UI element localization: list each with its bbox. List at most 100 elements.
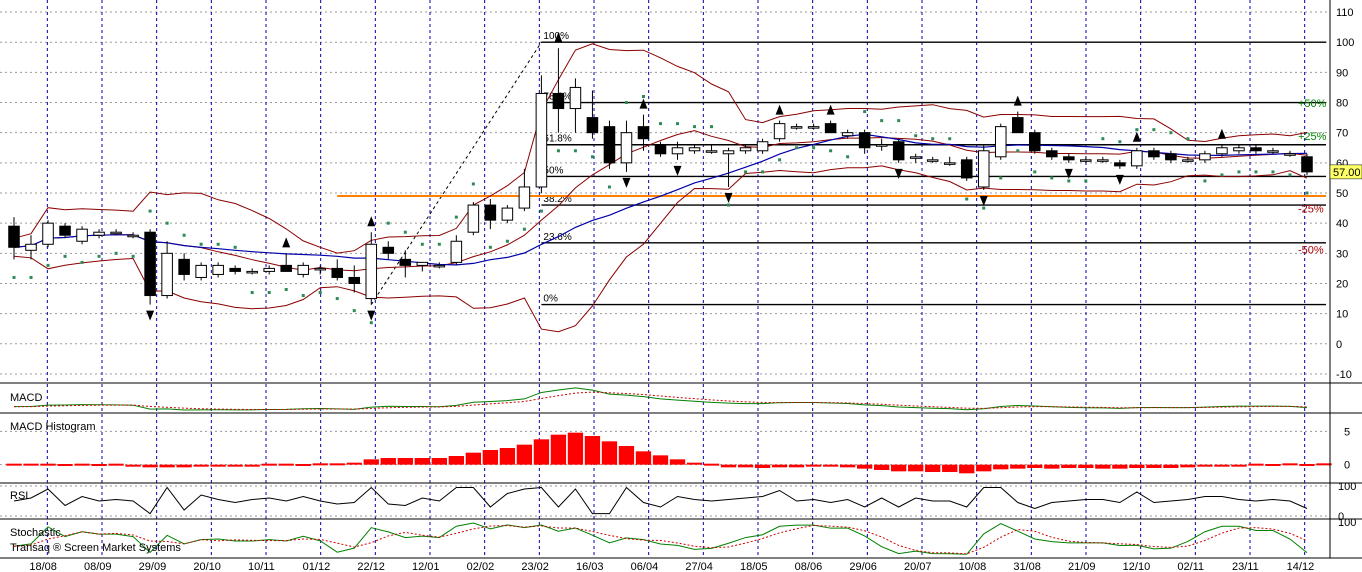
candle-body: [535, 92, 548, 188]
x-tick-label: 12/01: [412, 561, 440, 572]
candle-body: [1011, 117, 1024, 134]
y-tick-label: 100: [1336, 37, 1354, 49]
x-tick-label: 18/05: [740, 561, 768, 572]
histogram-bar: [261, 463, 277, 466]
sar-dot: [761, 170, 765, 174]
macd-panel-title: MACD: [10, 392, 42, 404]
histogram-bar: [278, 463, 294, 466]
x-tick-label: 27/04: [685, 561, 713, 572]
histogram-bar: [312, 463, 328, 466]
candle-body: [1097, 159, 1109, 162]
stochastic-k-line: [13, 522, 1308, 555]
y-tick-label: -10: [1336, 369, 1352, 381]
sar-dot: [1203, 179, 1207, 183]
histogram-bar: [891, 464, 907, 472]
fractal-down-marker: [146, 310, 155, 321]
sar-dot: [880, 119, 884, 123]
x-tick-label: 20/10: [193, 561, 221, 572]
sar-dot: [863, 110, 867, 114]
x-tick-label: 10/11: [248, 561, 275, 572]
candle-body: [637, 126, 650, 140]
histogram-bar: [499, 448, 516, 465]
moving-average-line: [13, 133, 1308, 266]
candle-body: [1063, 156, 1075, 161]
parabolic-sar: [12, 94, 1309, 325]
sar-dot: [522, 227, 526, 231]
lower-panels: [0, 387, 1332, 555]
histogram-bar: [1248, 463, 1264, 466]
fibonacci-level-label: 38.2%: [543, 194, 571, 205]
candle-body: [93, 231, 105, 236]
histogram-tick-label: 5: [1344, 426, 1350, 438]
sar-dot: [897, 119, 901, 123]
histogram-bar: [533, 439, 550, 465]
candle-body: [807, 126, 820, 129]
fractal-up-marker: [826, 104, 835, 115]
rsi-panel-title: RSI: [10, 490, 28, 502]
histogram-bar: [1010, 464, 1026, 469]
histogram-tick-label: 0: [1344, 460, 1350, 472]
sar-dot: [1152, 128, 1156, 132]
histogram-bar: [1180, 464, 1196, 468]
x-tick-label: 02/02: [467, 561, 495, 572]
sar-dot: [1169, 131, 1173, 135]
macd-line: [13, 387, 1308, 411]
fractal-up-marker: [367, 216, 376, 227]
sar-dot: [658, 122, 662, 126]
sar-dot: [1237, 170, 1241, 174]
candle-body: [756, 141, 769, 152]
candle-body: [8, 225, 20, 248]
sar-dot: [914, 134, 918, 138]
histogram-bar: [1163, 464, 1179, 468]
candle-body: [1233, 147, 1245, 152]
fractal-up-marker: [1013, 95, 1022, 106]
sar-dot: [829, 149, 833, 153]
bollinger-upper-band: [13, 43, 1308, 254]
histogram-bar: [720, 464, 737, 468]
sar-dot: [931, 137, 935, 141]
candle-body: [620, 132, 633, 164]
fibonacci-level-label: 0%: [543, 294, 558, 305]
x-tick-label: 02/11: [1177, 561, 1204, 572]
histogram-bar: [244, 464, 260, 467]
histogram-bar: [874, 464, 890, 470]
histogram-bar: [1214, 464, 1230, 467]
x-tick-label: 06/04: [631, 561, 659, 572]
histogram-bar: [652, 455, 669, 465]
candle-body: [450, 240, 463, 263]
percent-envelope-label: -50%: [1298, 244, 1324, 256]
histogram-bar: [1231, 464, 1247, 467]
histogram-bar: [618, 446, 635, 465]
sar-dot: [676, 122, 680, 126]
x-tick-label: 16/03: [576, 561, 604, 572]
candle-body: [467, 204, 480, 233]
sar-dot: [46, 263, 50, 267]
histogram-bar: [635, 451, 652, 465]
candle-body: [892, 141, 905, 161]
last-price-label: 57.00: [1333, 167, 1361, 179]
sar-dot: [216, 242, 220, 246]
candle-body: [76, 228, 88, 242]
candle-body: [1284, 153, 1296, 156]
candle-body: [926, 159, 939, 162]
candle-body: [144, 231, 156, 297]
histogram-bar: [771, 464, 788, 468]
candle-body: [994, 126, 1007, 158]
histogram-bar: [686, 462, 703, 465]
candle-body: [739, 147, 752, 152]
sar-dot: [403, 230, 407, 234]
histogram-bar: [1282, 463, 1298, 466]
candle-body: [569, 86, 582, 110]
percent-envelope-label: -25%: [1298, 204, 1324, 216]
stochastic-tick-label: 100: [1338, 517, 1356, 529]
sar-dot: [812, 146, 816, 150]
candlesticks: [8, 48, 1313, 305]
candle-body: [1080, 159, 1092, 162]
histogram-bar: [993, 464, 1009, 470]
candle-body: [858, 132, 871, 149]
sar-dot: [437, 242, 441, 246]
bollinger-bands: [13, 43, 1308, 333]
sar-dot: [488, 245, 492, 249]
sar-dot: [778, 158, 782, 162]
